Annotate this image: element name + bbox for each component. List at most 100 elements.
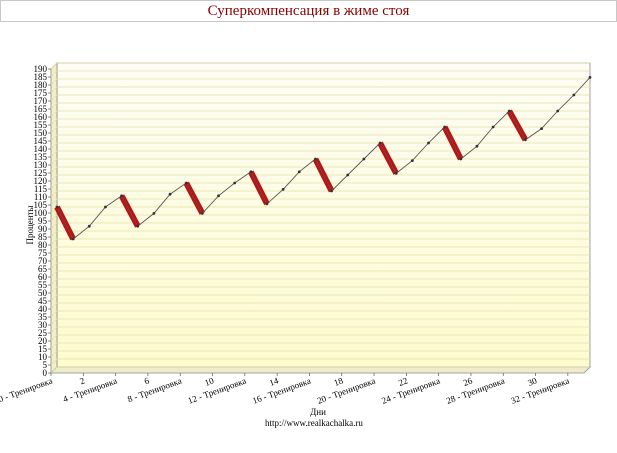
data-point [588, 76, 592, 79]
data-point [346, 173, 350, 177]
y-tick-label: 40 [38, 304, 48, 314]
y-tick-label: 80 [38, 240, 48, 250]
x-tick-label: 16 - Тренировка [251, 375, 312, 405]
data-point [104, 205, 107, 209]
grid-line-wall [50, 166, 58, 174]
y-tick-label: 35 [38, 312, 48, 322]
data-point [394, 172, 398, 175]
data-point [459, 157, 463, 161]
data-point [281, 188, 285, 191]
y-tick-label: 155 [34, 120, 48, 130]
grid-line-wall [50, 310, 58, 318]
y-tick-label: 5 [43, 360, 48, 370]
y-tick-label: 180 [34, 80, 48, 90]
data-point [507, 109, 511, 113]
x-tick-label: 20 - Тренировка [316, 375, 377, 405]
grid-line-wall [50, 86, 58, 94]
data-point [410, 159, 414, 163]
y-tick-label: 30 [38, 320, 48, 330]
data-point [443, 125, 447, 129]
series-line [56, 77, 591, 240]
y-tick-label: 175 [34, 88, 48, 98]
grid-line-wall [50, 94, 58, 102]
y-tick-label: 15 [38, 344, 48, 354]
grid-line-wall [50, 334, 58, 342]
y-tick-label: 135 [34, 152, 48, 162]
data-point [491, 125, 495, 129]
x-tick-label: 8 - Тренировка [126, 375, 183, 404]
y-tick-label: 130 [34, 160, 48, 170]
grid-line-wall [50, 246, 58, 254]
grid-line-wall [50, 62, 58, 70]
grid-line-wall [50, 318, 58, 326]
y-tick-label: 185 [34, 72, 48, 82]
data-point [71, 237, 75, 241]
grid-line-wall [50, 78, 58, 86]
grid-line-wall [50, 150, 58, 158]
x-tick-label: 0 - Тренировка [0, 375, 54, 404]
x-tick-label: 30 [526, 375, 538, 388]
grid-line-wall [50, 230, 58, 238]
data-point [217, 194, 220, 198]
data-point [475, 144, 479, 148]
y-tick-label: 85 [38, 232, 48, 242]
y-tick-label: 105 [34, 200, 48, 210]
y-tick-label: 95 [38, 216, 48, 226]
y-tick-label: 20 [38, 336, 48, 346]
y-tick-label: 50 [38, 288, 48, 298]
y-tick-label: 55 [38, 280, 48, 290]
plot-floor [50, 366, 591, 374]
x-tick-label: 28 - Тренировка [445, 375, 506, 405]
x-tick-label: 22 [397, 375, 409, 387]
grid-line-wall [50, 254, 58, 262]
y-tick-label: 125 [34, 168, 48, 178]
data-point [314, 157, 317, 161]
grid-line-wall [50, 302, 58, 310]
grid-line-wall [50, 110, 58, 118]
x-tick-label: 26 [462, 375, 474, 388]
x-tick-label: 32 - Тренировка [510, 375, 571, 405]
grid-line-wall [50, 350, 58, 358]
data-point [168, 192, 172, 196]
data-point [249, 170, 253, 174]
y-tick-label: 145 [34, 136, 48, 146]
data-point [572, 93, 576, 97]
grid-line-wall [50, 142, 58, 150]
y-tick-label: 140 [34, 144, 48, 154]
y-tick-label: 25 [38, 328, 48, 338]
y-tick-label: 115 [34, 184, 48, 194]
y-tick-label: 75 [38, 248, 48, 258]
footer-url: http://www.realkachalka.ru [265, 418, 363, 428]
data-point [265, 202, 269, 206]
grid-line-wall [50, 342, 58, 350]
y-tick-label: 60 [38, 272, 48, 282]
grid-line-wall [50, 70, 58, 78]
grid-line-wall [50, 182, 58, 190]
x-tick-label: 18 [333, 375, 345, 388]
data-point [55, 205, 59, 209]
data-point [200, 212, 204, 215]
y-tick-label: 165 [34, 104, 48, 114]
data-point [152, 212, 156, 215]
x-tick-label: 10 [203, 375, 215, 388]
x-tick-label: 6 [143, 375, 151, 386]
grid-line-wall [50, 214, 58, 222]
chart-title: Суперкомпенсация в жиме стоя [0, 0, 617, 22]
y-tick-label: 110 [34, 192, 48, 202]
y-tick-label: 150 [34, 128, 48, 138]
data-point [233, 181, 237, 185]
grid-line-wall [50, 358, 58, 366]
y-tick-label: 65 [38, 264, 48, 274]
y-tick-label: 10 [38, 352, 48, 362]
grid-line-wall [50, 134, 58, 142]
x-tick-label: 12 - Тренировка [187, 375, 248, 405]
y-axis-label: Проценты [25, 205, 35, 244]
grid-line-wall [50, 262, 58, 270]
x-tick-label: 14 [268, 375, 280, 388]
data-point [120, 194, 124, 198]
y-tick-label: 170 [34, 96, 48, 106]
x-tick-label: 4 - Тренировка [62, 375, 119, 404]
y-tick-label: 120 [34, 176, 48, 186]
data-point [87, 224, 91, 228]
